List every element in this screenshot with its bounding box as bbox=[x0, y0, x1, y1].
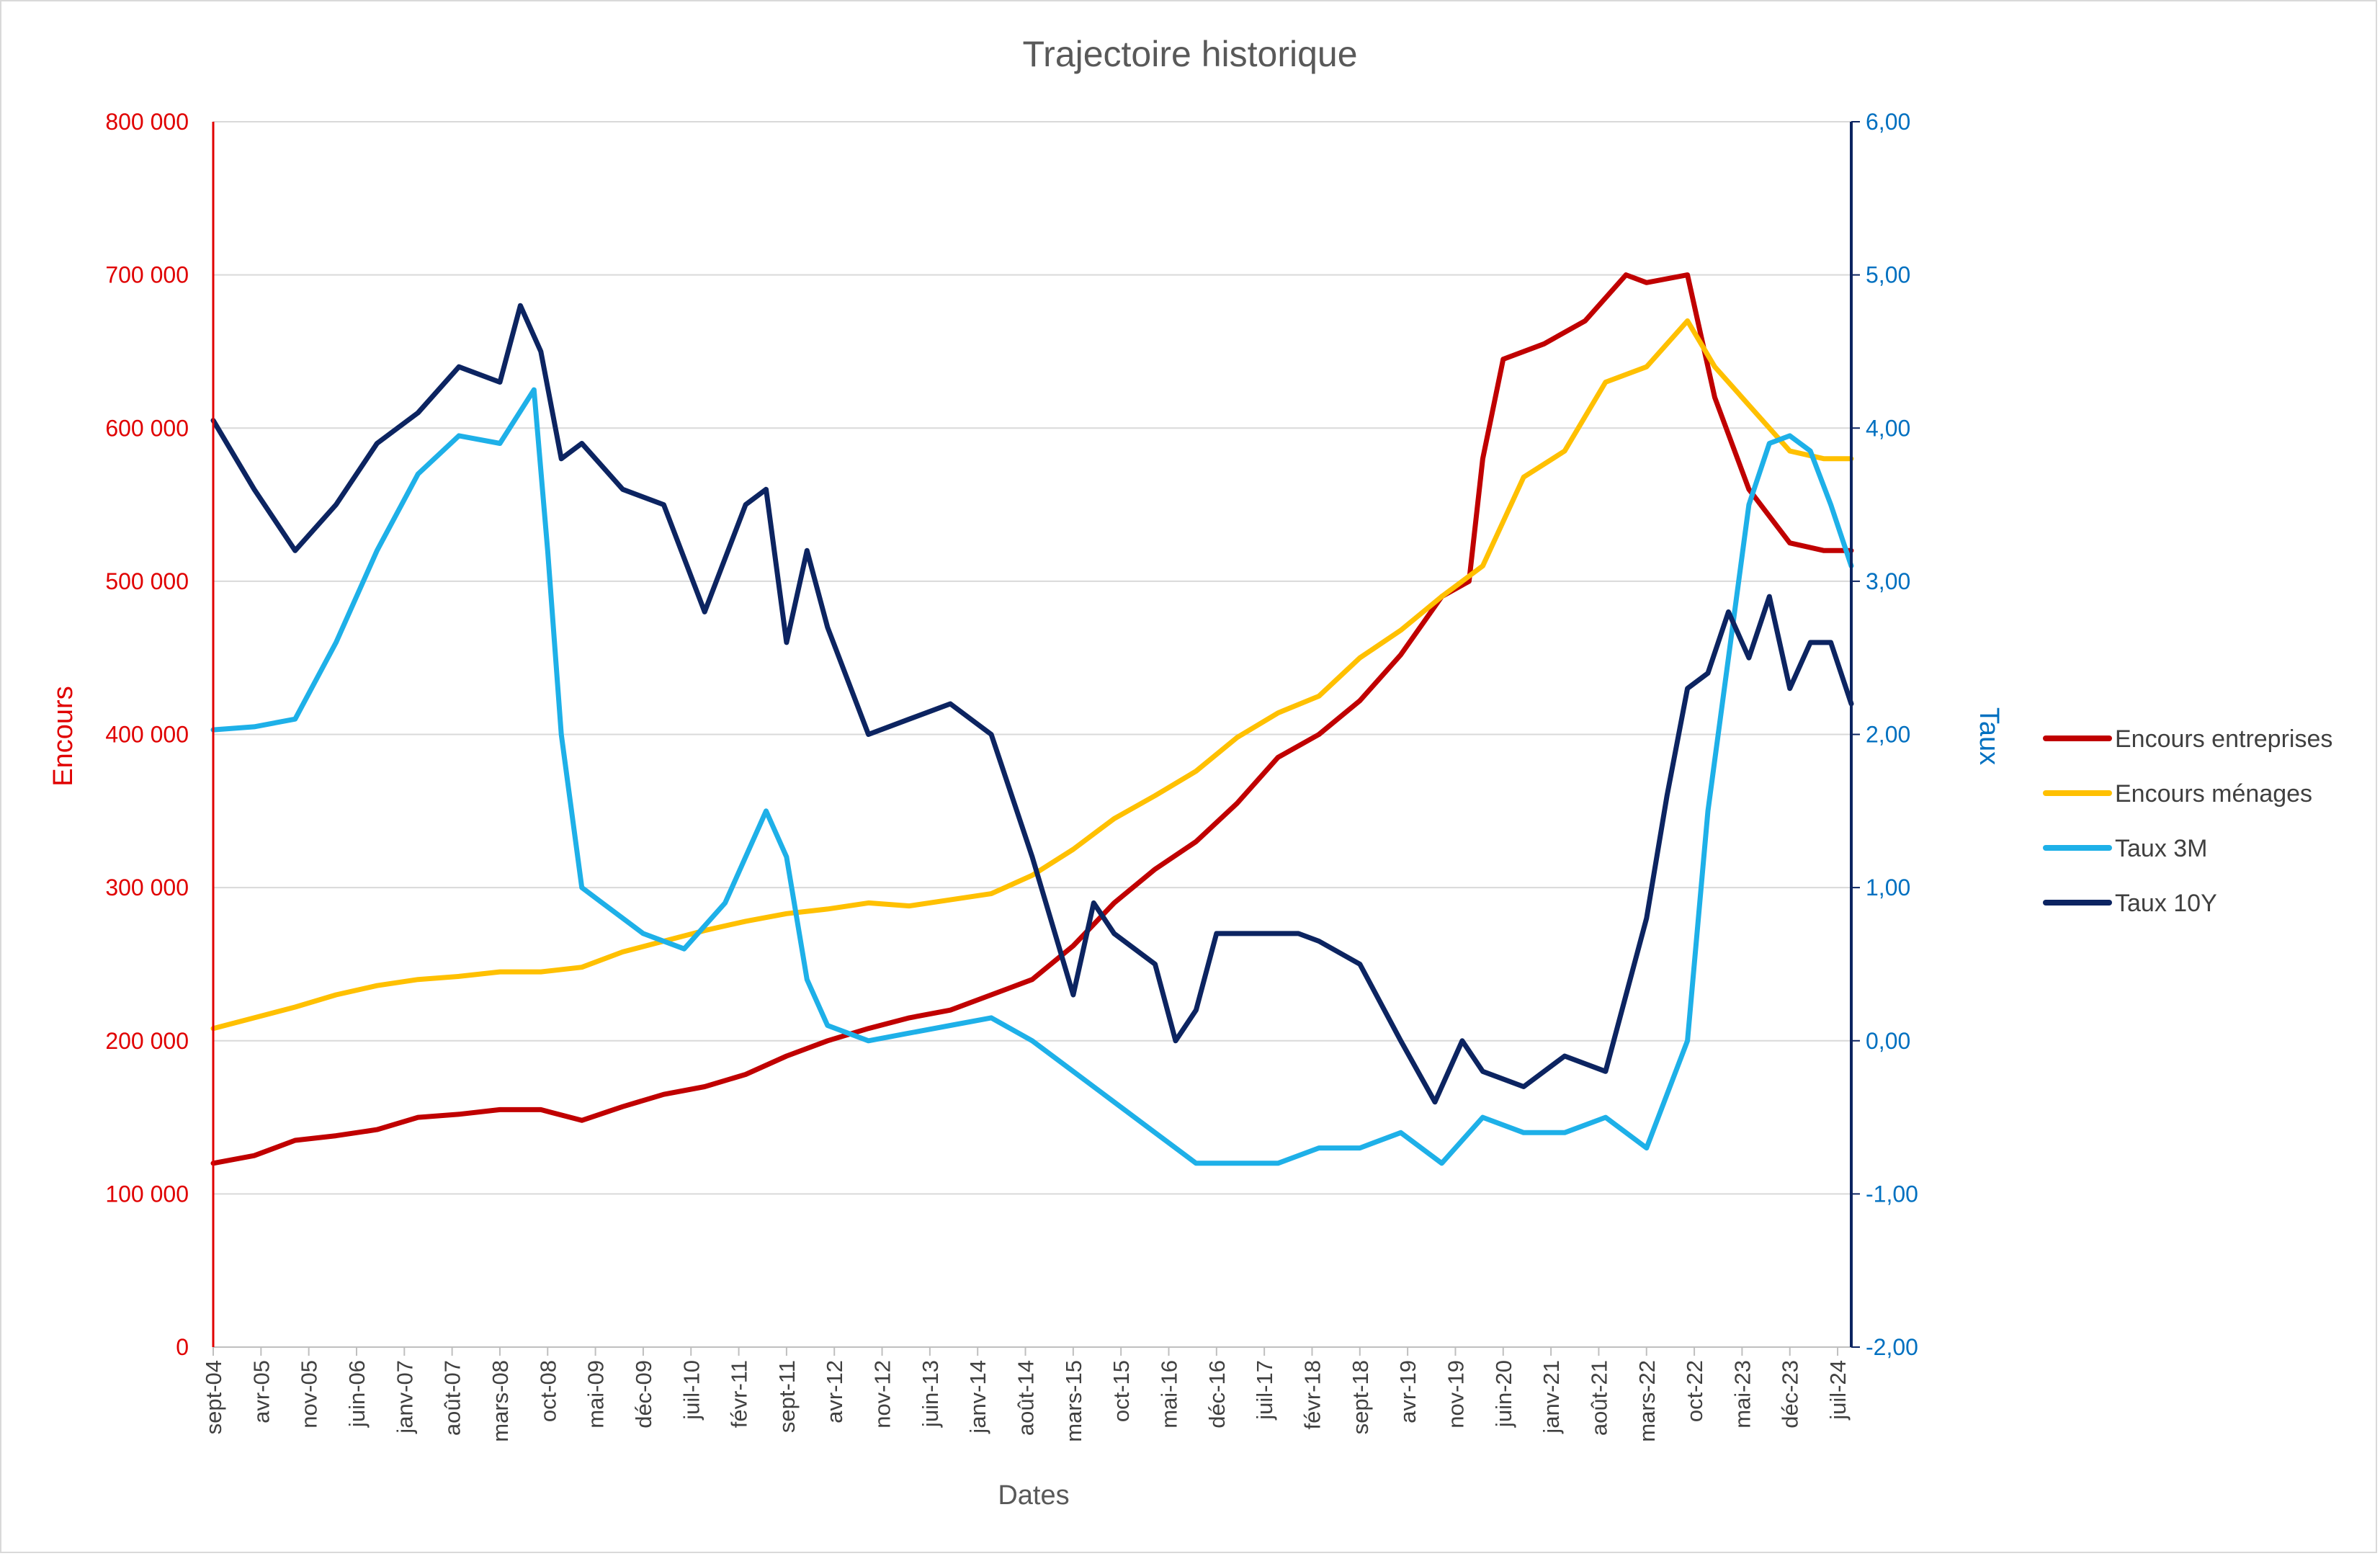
x-tick-label: mars-08 bbox=[488, 1360, 513, 1442]
right-tick-label: 2,00 bbox=[1866, 722, 1910, 748]
x-tick-label: nov-05 bbox=[297, 1360, 322, 1428]
series-line-encours-menages bbox=[210, 318, 1854, 1032]
series-line-taux-3m bbox=[210, 387, 1854, 1166]
x-tick-label: juin-13 bbox=[918, 1360, 943, 1428]
legend-label: Taux 10Y bbox=[2115, 890, 2217, 917]
x-tick-label: oct-22 bbox=[1682, 1360, 1707, 1422]
left-tick-label: 300 000 bbox=[105, 875, 189, 900]
x-tick-label: juin-06 bbox=[344, 1360, 370, 1428]
left-tick-label: 800 000 bbox=[105, 109, 189, 135]
x-tick-label: juin-20 bbox=[1491, 1360, 1516, 1428]
left-tick-label: 700 000 bbox=[105, 262, 189, 288]
left-tick-label: 200 000 bbox=[105, 1028, 189, 1054]
x-tick-label: juil-24 bbox=[1825, 1360, 1851, 1421]
x-tick-label: sept-18 bbox=[1348, 1360, 1373, 1434]
x-tick-label: juil-17 bbox=[1252, 1360, 1277, 1421]
left-axis-title: Encours bbox=[48, 686, 79, 786]
x-tick-label: févr-11 bbox=[727, 1360, 752, 1428]
x-tick-label: mars-15 bbox=[1061, 1360, 1086, 1442]
x-tick-label: oct-08 bbox=[535, 1360, 560, 1422]
right-tick-label: 5,00 bbox=[1866, 262, 1910, 288]
x-tick-label: févr-18 bbox=[1299, 1360, 1325, 1429]
chart-title: Trajectoire historique bbox=[1022, 34, 1357, 74]
legend: Encours entreprises Encours ménages Taux 3… bbox=[2043, 725, 2332, 917]
x-tick-label: août-21 bbox=[1586, 1360, 1611, 1436]
x-tick-label: nov-12 bbox=[870, 1360, 895, 1428]
right-tick-label: 4,00 bbox=[1866, 415, 1910, 441]
x-tick-label: janv-07 bbox=[392, 1360, 417, 1434]
legend-label: Taux 3M bbox=[2115, 835, 2208, 862]
x-tick-label: août-14 bbox=[1014, 1360, 1039, 1436]
legend-label: Encours ménages bbox=[2115, 780, 2312, 808]
x-tick-label: mars-22 bbox=[1634, 1360, 1660, 1442]
x-tick-label: sept-04 bbox=[201, 1360, 226, 1434]
x-tick-label: mai-16 bbox=[1157, 1360, 1182, 1428]
right-tick-label: -2,00 bbox=[1866, 1334, 1918, 1360]
x-tick-label: avr-12 bbox=[822, 1360, 847, 1423]
left-tick-label: 100 000 bbox=[105, 1181, 189, 1207]
x-tick-label: juil-10 bbox=[679, 1360, 704, 1421]
legend-label: Encours entreprises bbox=[2115, 725, 2332, 753]
x-tick-label: déc-16 bbox=[1204, 1360, 1230, 1428]
right-tick-label: 0,00 bbox=[1866, 1028, 1910, 1054]
series-line-taux-10y bbox=[210, 303, 1854, 1105]
right-tick-label: 3,00 bbox=[1866, 568, 1910, 594]
left-tick-label: 500 000 bbox=[105, 568, 189, 594]
x-tick-label: nov-19 bbox=[1443, 1360, 1468, 1428]
x-tick-label: sept-11 bbox=[774, 1360, 800, 1433]
x-tick-label: janv-14 bbox=[965, 1360, 990, 1434]
left-tick-label: 0 bbox=[176, 1334, 189, 1360]
right-tick-label: 6,00 bbox=[1866, 109, 1910, 135]
x-tick-label: mai-23 bbox=[1730, 1360, 1755, 1428]
left-tick-label: 600 000 bbox=[105, 415, 189, 441]
x-tick-label: janv-21 bbox=[1539, 1360, 1564, 1434]
series-lines bbox=[210, 272, 1854, 1166]
x-tick-label: oct-15 bbox=[1109, 1360, 1134, 1422]
right-tick-label: -1,00 bbox=[1866, 1181, 1918, 1207]
series-line-encours-entreprises bbox=[210, 272, 1854, 1166]
left-tick-label: 400 000 bbox=[105, 722, 189, 748]
x-tick-label: août-07 bbox=[440, 1360, 465, 1436]
x-tick-label: déc-09 bbox=[631, 1360, 656, 1428]
grid-lines bbox=[213, 121, 1851, 1195]
x-tick-label: mai-09 bbox=[583, 1360, 609, 1428]
x-tick-label: avr-05 bbox=[249, 1360, 274, 1423]
axes: 0 100 000 200 000 300 000 400 000 500 000 600 … bbox=[105, 109, 1918, 1442]
right-axis-title: Taux bbox=[1974, 707, 2004, 765]
x-axis-title: Dates bbox=[998, 1480, 1069, 1511]
x-tick-label: avr-19 bbox=[1395, 1360, 1421, 1423]
right-tick-label: 1,00 bbox=[1866, 875, 1910, 900]
x-tick-label: déc-23 bbox=[1778, 1360, 1803, 1428]
